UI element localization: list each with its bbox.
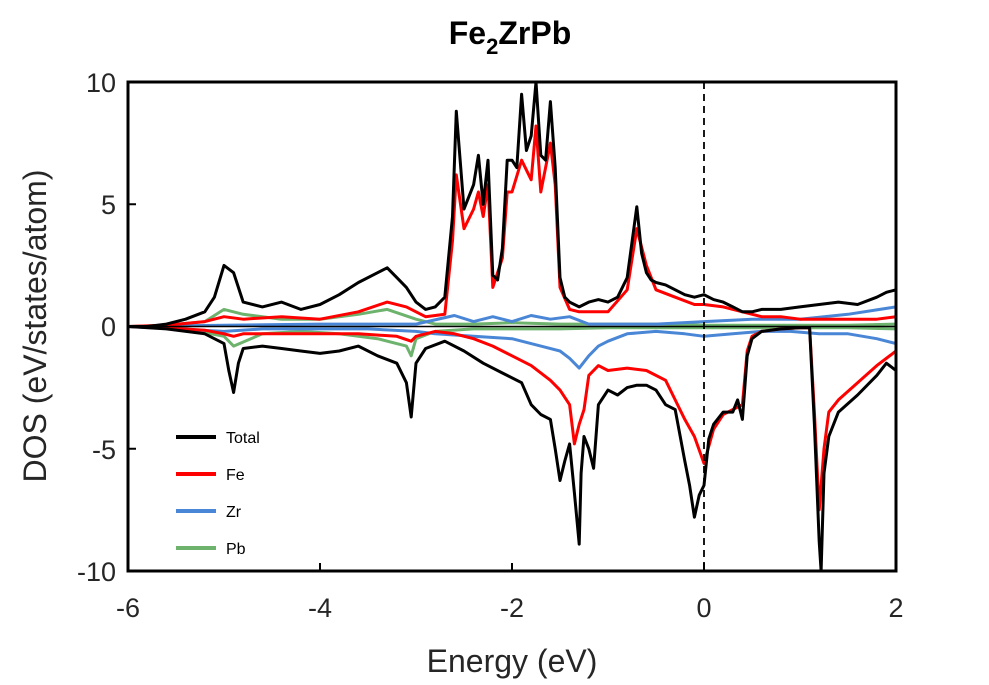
y-tick-label: -5	[92, 435, 116, 465]
series-line-zr-down	[128, 325, 896, 370]
legend: Total Fe Zr Pb	[176, 430, 260, 558]
x-tick-label: -2	[500, 593, 524, 623]
title-subscript: 2	[486, 34, 498, 59]
x-tick-label: -6	[116, 593, 140, 623]
series-line-total-down	[128, 325, 896, 571]
title-main: Fe	[449, 15, 486, 51]
legend-label-total: Total	[226, 430, 260, 447]
y-tick-label: -10	[77, 557, 116, 587]
y-tick-label: 5	[101, 190, 116, 220]
title-rest: ZrPb	[498, 15, 571, 51]
y-tick-label: 10	[86, 68, 116, 98]
chart-title: Fe2ZrPb	[449, 15, 571, 59]
series-line-zr-up	[128, 305, 896, 328]
series-line-total-up	[128, 82, 896, 328]
series-layer	[128, 82, 896, 571]
legend-label-zr: Zr	[226, 504, 242, 521]
series-line-pb-up	[128, 307, 896, 328]
x-axis-label: Energy (eV)	[427, 643, 598, 679]
x-tick-label: -4	[308, 593, 332, 623]
x-tick-label: 0	[696, 593, 711, 623]
x-tick-label: 2	[888, 593, 903, 623]
y-axis-label: DOS (eV/states/atom)	[17, 170, 53, 483]
legend-label-pb: Pb	[226, 541, 246, 558]
y-tick-label: 0	[101, 312, 116, 342]
legend-label-fe: Fe	[226, 467, 245, 484]
ticks-layer	[127, 81, 897, 572]
